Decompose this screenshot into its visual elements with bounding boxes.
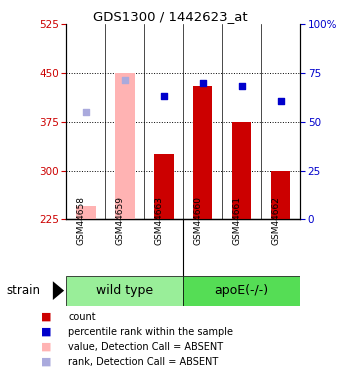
Text: strain: strain xyxy=(7,284,41,297)
Point xyxy=(161,93,166,99)
Text: ■: ■ xyxy=(41,342,51,352)
Text: rank, Detection Call = ABSENT: rank, Detection Call = ABSENT xyxy=(68,357,219,367)
Text: ■: ■ xyxy=(41,327,51,337)
Text: GSM44661: GSM44661 xyxy=(233,196,242,245)
FancyBboxPatch shape xyxy=(183,276,300,306)
Point xyxy=(239,83,244,89)
Polygon shape xyxy=(53,281,64,300)
Text: GSM44663: GSM44663 xyxy=(155,196,164,245)
Point xyxy=(83,109,89,115)
Text: value, Detection Call = ABSENT: value, Detection Call = ABSENT xyxy=(68,342,223,352)
Bar xyxy=(232,122,251,219)
Text: GSM44658: GSM44658 xyxy=(77,196,86,245)
Text: apoE(-/-): apoE(-/-) xyxy=(214,284,269,297)
Text: GSM44660: GSM44660 xyxy=(194,196,203,245)
Text: percentile rank within the sample: percentile rank within the sample xyxy=(68,327,233,337)
Point xyxy=(122,76,128,82)
Bar xyxy=(154,154,174,219)
Bar xyxy=(271,171,290,219)
Text: count: count xyxy=(68,312,96,322)
Bar xyxy=(115,73,135,219)
Bar xyxy=(193,86,212,219)
Point xyxy=(278,98,283,104)
Text: ■: ■ xyxy=(41,357,51,367)
Text: GSM44662: GSM44662 xyxy=(272,196,281,245)
Text: wild type: wild type xyxy=(96,284,153,297)
Bar xyxy=(76,206,96,219)
Point xyxy=(200,80,206,86)
Text: GDS1300 / 1442623_at: GDS1300 / 1442623_at xyxy=(93,10,248,24)
Text: GSM44659: GSM44659 xyxy=(116,196,125,245)
Text: ■: ■ xyxy=(41,312,51,322)
FancyBboxPatch shape xyxy=(66,276,183,306)
